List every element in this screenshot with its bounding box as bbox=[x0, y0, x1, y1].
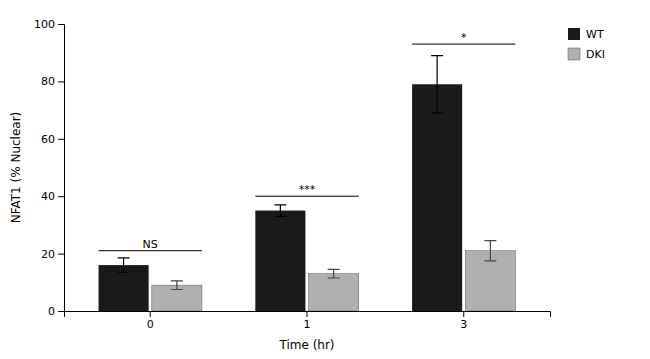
annotations: NS**** bbox=[99, 31, 516, 251]
y-tick: 0 bbox=[48, 305, 64, 318]
x-tick: 3 bbox=[460, 311, 467, 331]
y-tick-mark bbox=[58, 196, 64, 197]
legend-item: WT bbox=[568, 28, 604, 41]
series bbox=[152, 241, 516, 311]
y-tick-label: 20 bbox=[41, 248, 55, 261]
y-tick-label: 100 bbox=[34, 18, 55, 31]
y-tick-label: 40 bbox=[41, 190, 55, 203]
series bbox=[99, 56, 463, 311]
bar bbox=[412, 84, 462, 311]
x-tick: 1 bbox=[304, 311, 311, 331]
x-tick-mark bbox=[150, 311, 151, 317]
y-tick: 40 bbox=[41, 190, 64, 203]
error-bar bbox=[431, 56, 443, 113]
x-tick-mark bbox=[307, 311, 308, 317]
x-tick-label: 0 bbox=[147, 318, 154, 331]
x-axis-line bbox=[65, 312, 551, 318]
significance-label: * bbox=[461, 31, 467, 44]
y-tick: 60 bbox=[41, 133, 64, 146]
y-axis: 0 20 40 60 80 100 bbox=[34, 18, 65, 318]
legend-label: DKI bbox=[586, 48, 605, 61]
y-tick-mark bbox=[58, 81, 64, 82]
error-bar bbox=[484, 241, 496, 261]
legend-item: DKI bbox=[568, 48, 605, 61]
x-axis-title: Time (hr) bbox=[278, 338, 334, 352]
y-axis-title: NFAT1 (% Nuclear) bbox=[9, 112, 23, 224]
y-tick-mark bbox=[58, 254, 64, 255]
significance-label: *** bbox=[299, 183, 316, 196]
y-tick-mark bbox=[58, 24, 64, 25]
x-tick: 0 bbox=[147, 311, 154, 331]
x-tick-mark bbox=[463, 311, 464, 317]
bar bbox=[309, 274, 359, 311]
y-axis-line bbox=[58, 25, 65, 312]
plot-area: 0 1 3 0 20 40 60 80 100 Time (hr) NFAT1 (% Nuclear… bbox=[9, 18, 605, 352]
marks bbox=[99, 56, 516, 311]
bar bbox=[255, 211, 305, 311]
y-tick-label: 60 bbox=[41, 133, 55, 146]
y-tick: 80 bbox=[41, 75, 64, 88]
x-tick-label: 1 bbox=[304, 318, 311, 331]
y-tick: 100 bbox=[34, 18, 64, 31]
y-tick-label: 0 bbox=[48, 305, 55, 318]
y-tick: 20 bbox=[41, 248, 64, 261]
y-tick-label: 80 bbox=[41, 75, 55, 88]
chart-container: 0 1 3 0 20 40 60 80 100 Time (hr) NFAT1 (% Nuclear… bbox=[0, 0, 650, 359]
x-axis: 0 1 3 bbox=[65, 311, 551, 331]
x-tick-label: 3 bbox=[460, 318, 467, 331]
significance-label: NS bbox=[143, 238, 158, 251]
legend: WT DKI bbox=[568, 28, 605, 61]
y-tick-mark bbox=[58, 139, 64, 140]
legend-swatch bbox=[568, 48, 580, 60]
error-bar bbox=[328, 269, 340, 278]
chart: 0 1 3 0 20 40 60 80 100 Time (hr) NFAT1 (% Nuclear… bbox=[0, 0, 650, 359]
error-bar bbox=[118, 258, 130, 272]
error-bar bbox=[274, 205, 286, 216]
legend-swatch bbox=[568, 28, 580, 40]
error-bar bbox=[171, 281, 183, 290]
y-tick-mark bbox=[58, 311, 64, 312]
legend-label: WT bbox=[586, 28, 604, 41]
